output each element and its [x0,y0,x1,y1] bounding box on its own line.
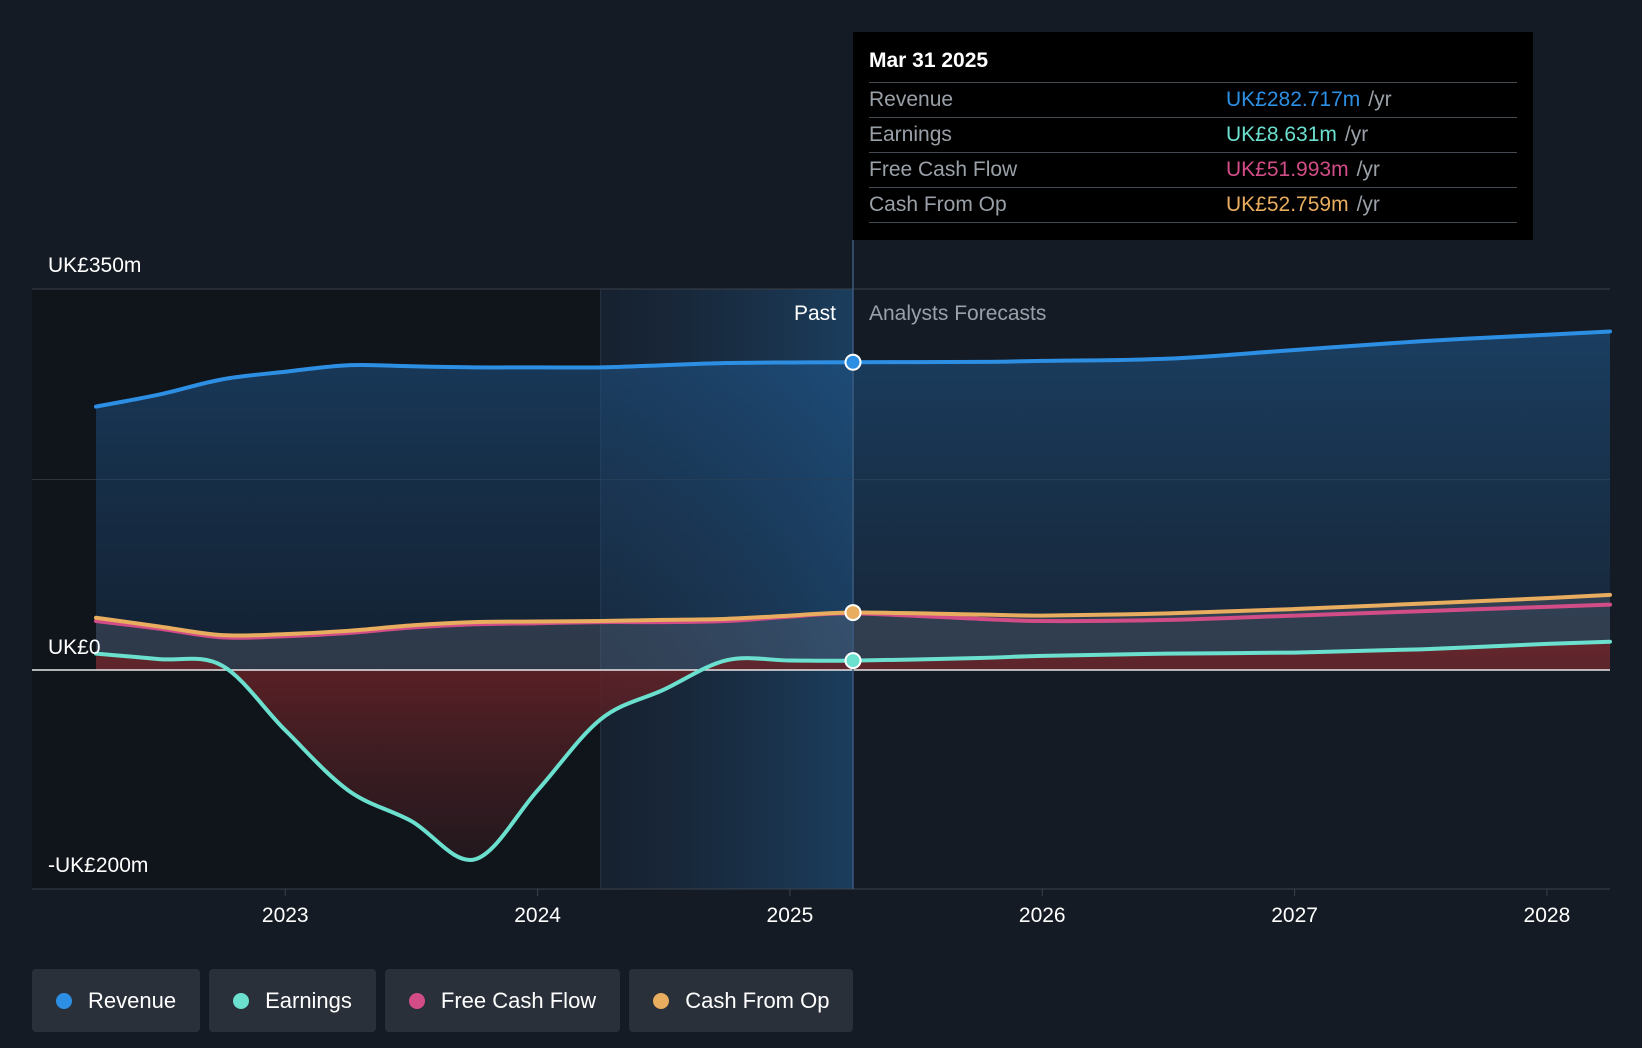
legend-label: Revenue [88,987,177,1013]
revenue-marker[interactable] [844,353,862,371]
legend-label: Free Cash Flow [440,987,597,1013]
y-label-zero: UK£0 [48,636,101,659]
tooltip-unit: /yr [1368,88,1392,111]
legend-dot-icon [233,992,250,1009]
cash-from-op-marker[interactable] [844,604,862,622]
tooltip-date: Mar 31 2025 [869,46,1517,83]
legend-item-revenue[interactable]: Revenue [32,969,201,1032]
tooltip-unit: /yr [1356,193,1380,216]
legend-label: Earnings [265,987,352,1013]
tooltip-value: UK£52.759m [1226,193,1349,216]
tooltip-value: UK£8.631m [1226,123,1337,146]
legend-dot-icon [408,992,425,1009]
tooltip-unit: /yr [1356,158,1380,181]
tooltip-unit: /yr [1344,123,1369,146]
earnings-area [96,641,1610,860]
legend-label: Cash From Op [685,987,830,1013]
earnings-marker[interactable] [844,652,862,670]
tooltip-label: Revenue [869,88,954,111]
x-tick-label: 2026 [1019,904,1066,927]
tooltip-row-revenue: Revenue UK£282.717m /yr [869,83,1517,118]
tooltip-row-cash-from-op: Cash From Op UK£52.759m /yr [869,188,1517,223]
earnings-line [94,639,1612,862]
x-tick-label: 2028 [1524,904,1571,927]
legend-dot-icon [56,992,72,1009]
y-label-top: UK£350m [48,254,141,277]
tooltip: Mar 31 2025 Revenue UK£282.717m /yr Earn… [853,32,1533,240]
tooltip-label: Cash From Op [869,193,1007,216]
legend-item-free-cash-flow[interactable]: Free Cash Flow [384,969,621,1032]
legend-dot-icon [653,992,670,1009]
forecast-label: Analysts Forecasts [869,302,1046,325]
cash-from-op-line [94,592,1612,638]
tooltip-row-earnings: Earnings UK£8.631m /yr [869,118,1517,153]
revenue-line [94,329,1612,409]
legend-item-earnings[interactable]: Earnings [209,969,376,1032]
tooltip-value: UK£51.993m [1226,158,1349,181]
tooltip-row-free-cash-flow: Free Cash Flow UK£51.993m /yr [869,153,1517,188]
x-tick-label: 2024 [514,904,561,927]
tooltip-value: UK£282.717m [1226,88,1361,111]
legend-item-cash-from-op[interactable]: Cash From Op [629,969,854,1032]
legend: Revenue Earnings Free Cash Flow Cash Fro… [32,969,854,1032]
y-label-bottom: -UK£200m [48,854,148,877]
past-label: Past [794,302,836,325]
x-tick-label: 2023 [262,904,309,927]
x-tick-label: 2027 [1271,904,1318,927]
tooltip-label: Earnings [869,123,952,146]
x-tick-label: 2025 [767,904,814,927]
tooltip-label: Free Cash Flow [869,158,1018,181]
